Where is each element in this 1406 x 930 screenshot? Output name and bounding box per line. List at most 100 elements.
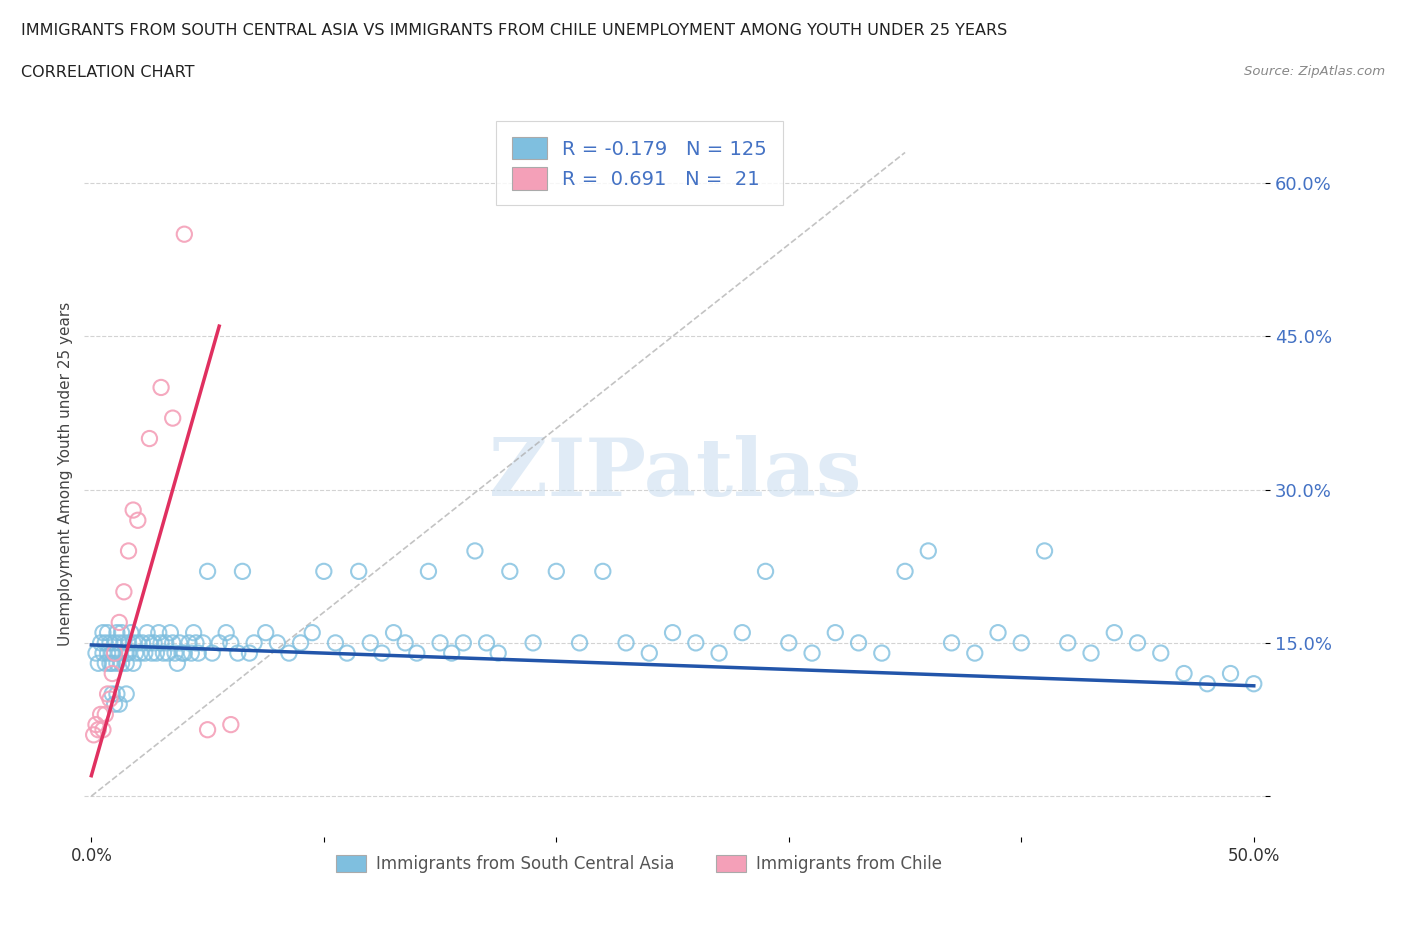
Point: [1150, 645, 1173, 660]
Point: [103, 645, 125, 660]
Point: [152, 645, 174, 660]
Point: [83, 727, 105, 742]
Point: [1010, 635, 1032, 650]
Point: [987, 625, 1010, 640]
Point: [105, 656, 128, 671]
Point: [91, 625, 114, 640]
Point: [778, 635, 800, 650]
Point: [94, 707, 117, 722]
Point: [429, 635, 451, 650]
Point: [824, 625, 846, 640]
Point: [917, 543, 939, 558]
Point: [180, 645, 202, 660]
Point: [127, 512, 149, 527]
Point: [238, 645, 260, 660]
Point: [105, 625, 128, 640]
Point: [103, 645, 125, 660]
Point: [101, 666, 124, 681]
Point: [101, 656, 124, 671]
Point: [134, 645, 156, 660]
Point: [115, 656, 138, 671]
Point: [173, 645, 195, 660]
Point: [169, 635, 191, 650]
Point: [848, 635, 870, 650]
Point: [170, 645, 193, 660]
Point: [197, 723, 219, 737]
Point: [155, 635, 177, 650]
Point: [187, 645, 209, 660]
Point: [177, 635, 200, 650]
Point: [105, 686, 128, 701]
Point: [150, 380, 173, 395]
Point: [475, 635, 498, 650]
Point: [157, 645, 180, 660]
Point: [382, 625, 405, 640]
Point: [97, 625, 120, 640]
Point: [98, 692, 121, 707]
Point: [94, 656, 117, 671]
Point: [143, 635, 166, 650]
Point: [707, 645, 730, 660]
Point: [148, 625, 170, 640]
Point: [290, 635, 312, 650]
Point: [108, 697, 131, 711]
Point: [163, 645, 186, 660]
Point: [101, 645, 124, 660]
Point: [870, 645, 893, 660]
Point: [115, 645, 138, 660]
Point: [894, 564, 917, 578]
Point: [592, 564, 614, 578]
Point: [219, 717, 242, 732]
Point: [226, 645, 249, 660]
Point: [162, 635, 184, 650]
Point: [115, 686, 138, 701]
Point: [197, 564, 219, 578]
Point: [87, 656, 110, 671]
Point: [122, 656, 145, 671]
Point: [201, 645, 224, 660]
Point: [1033, 543, 1056, 558]
Point: [522, 635, 544, 650]
Point: [371, 645, 394, 660]
Point: [312, 564, 335, 578]
Point: [150, 635, 173, 650]
Point: [1197, 676, 1219, 691]
Point: [336, 645, 359, 660]
Point: [117, 543, 139, 558]
Point: [136, 625, 159, 640]
Point: [1126, 635, 1149, 650]
Point: [91, 723, 114, 737]
Point: [685, 635, 707, 650]
Point: [440, 645, 463, 660]
Point: [278, 645, 301, 660]
Point: [108, 615, 131, 630]
Point: [90, 707, 112, 722]
Point: [97, 645, 120, 660]
Point: [122, 502, 145, 517]
Point: [166, 656, 188, 671]
Point: [90, 635, 112, 650]
Point: [112, 584, 135, 599]
Point: [243, 635, 266, 650]
Point: [614, 635, 637, 650]
Point: [486, 645, 509, 660]
Point: [108, 645, 131, 660]
Point: [138, 432, 160, 446]
Point: [208, 635, 231, 650]
Text: Source: ZipAtlas.com: Source: ZipAtlas.com: [1244, 65, 1385, 78]
Point: [108, 635, 131, 650]
Point: [120, 625, 142, 640]
Point: [754, 564, 776, 578]
Point: [110, 625, 132, 640]
Point: [91, 645, 114, 660]
Point: [173, 227, 195, 242]
Point: [254, 625, 277, 640]
Point: [301, 625, 323, 640]
Point: [1219, 666, 1241, 681]
Point: [731, 625, 754, 640]
Point: [499, 564, 522, 578]
Point: [638, 645, 661, 660]
Point: [1243, 676, 1265, 691]
Point: [98, 635, 121, 650]
Text: CORRELATION CHART: CORRELATION CHART: [21, 65, 194, 80]
